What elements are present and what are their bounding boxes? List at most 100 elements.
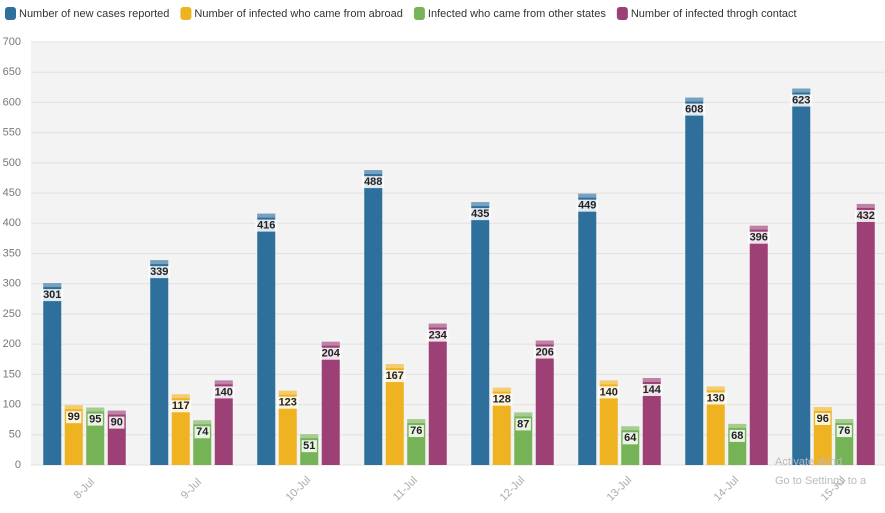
bar [642,377,661,465]
bar [792,88,811,465]
bar [257,213,276,465]
bar-cap [792,88,811,93]
legend-swatch [616,7,628,20]
bar [492,387,511,465]
bar-cap [514,412,533,417]
bar [856,203,875,465]
bar [278,390,297,465]
value-label: 64 [624,432,637,444]
value-label: 87 [517,418,529,430]
value-label-bg [534,346,556,359]
x-tick-label: 8-Jul [72,476,97,501]
legend-swatch [5,7,16,20]
value-label-bg [66,411,82,424]
bar-cap [428,323,447,328]
x-tick-label: 11-Jul [391,474,420,503]
x-tick-label: 9-Jul [179,476,204,501]
bar [471,202,490,465]
value-label: 51 [303,440,315,452]
value-label-bg [855,209,877,222]
bar [150,260,169,465]
bar-cap [685,97,704,102]
bar-cap [599,380,618,385]
bar [599,380,618,465]
value-label: 435 [471,208,489,220]
bar-cap [728,423,747,428]
value-label-bg [815,412,831,425]
bar-cap [364,170,383,175]
value-label: 128 [493,394,511,406]
value-label-bg [641,383,663,396]
y-tick-label: 550 [3,127,21,139]
bar [706,386,725,465]
bar [428,323,447,465]
value-label-bg [598,386,620,399]
bar-cap [407,419,426,424]
bar-cap [278,390,297,395]
value-label: 449 [578,200,596,212]
value-label: 123 [279,397,297,409]
value-label: 74 [196,426,209,438]
y-tick-label: 100 [3,398,21,410]
bar-cap [621,426,640,431]
value-label: 234 [429,330,448,342]
x-tick-label: 10-Jul [284,474,314,504]
bar [385,364,404,465]
value-label-bg [622,432,638,445]
bar [214,380,233,465]
bar-cap [642,377,661,382]
value-label-bg [87,413,103,426]
legend-label: Number of infected who came from abroad [194,8,403,20]
value-label-bg [836,425,852,438]
value-label: 144 [643,384,662,396]
bar-cap [492,387,511,392]
bar [578,193,597,465]
bar-cap [107,410,126,415]
value-label-bg [408,425,424,438]
bar [43,283,62,465]
bar [321,341,340,465]
y-tick-label: 500 [3,157,21,169]
value-label-bg [427,329,449,342]
value-label-bg [277,396,299,409]
y-tick-label: 0 [15,459,21,471]
value-label: 117 [172,400,190,412]
value-label: 140 [215,386,233,398]
value-label: 96 [817,413,829,425]
value-label-bg [683,103,705,116]
y-tick-label: 450 [3,187,21,199]
value-label-bg [384,370,406,383]
value-label: 301 [43,289,61,301]
bar [749,225,768,465]
value-label-bg [109,416,125,429]
bar [364,170,383,465]
y-tick-label: 250 [3,308,21,320]
bar-cap [321,341,340,346]
legend-swatch [180,7,192,20]
value-label-bg [576,199,598,212]
value-label-bg [213,386,235,399]
value-label-bg [255,219,277,232]
bar [535,340,554,465]
value-label-bg [491,393,513,406]
value-label: 90 [111,417,123,429]
value-label-bg [41,289,63,302]
bar-cap [385,364,404,369]
value-label-bg [170,400,192,413]
bar-cap [471,202,490,207]
bar [685,97,704,465]
value-label: 140 [600,386,618,398]
bar-cap [64,405,83,410]
value-label-bg [148,266,170,279]
bar-cap [214,380,233,385]
y-tick-label: 150 [3,368,21,380]
bar-cap [43,283,62,288]
bar-cap [535,340,554,345]
y-tick-label: 350 [3,247,21,259]
value-label: 167 [386,370,404,382]
value-label: 432 [857,210,875,222]
value-label: 623 [792,94,810,106]
bar-cap [300,434,319,439]
bar-cap [257,213,276,218]
value-label: 608 [685,104,703,116]
